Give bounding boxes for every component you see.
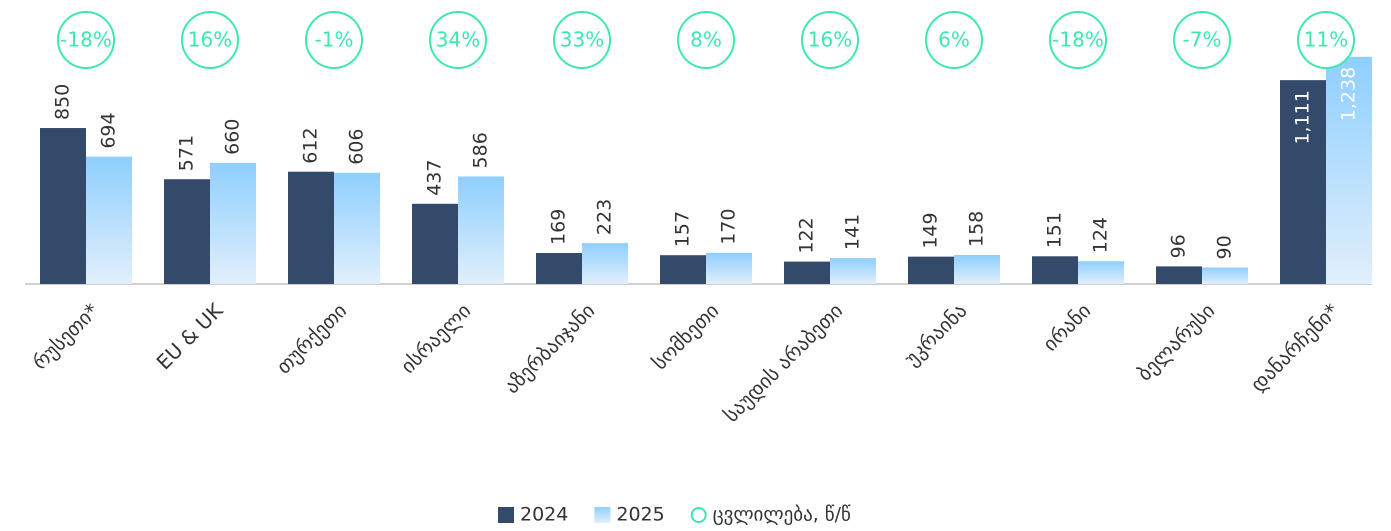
value-label: 850 <box>52 84 74 120</box>
value-label: 437 <box>424 160 446 196</box>
x-tick-label: აზერბაიჯანი <box>500 298 600 398</box>
legend-swatch <box>594 507 611 523</box>
change-circle <box>181 11 239 69</box>
bar <box>164 179 210 284</box>
change-label: 33% <box>560 28 604 52</box>
value-label: 170 <box>718 209 740 245</box>
bar <box>536 252 582 284</box>
bar <box>288 171 334 284</box>
change-label: 11% <box>1304 28 1348 52</box>
bar <box>1326 56 1372 285</box>
bar <box>210 162 256 284</box>
value-label: 606 <box>346 129 368 165</box>
change-circle <box>553 11 611 69</box>
change-label: -1% <box>315 28 354 52</box>
change-circle <box>925 11 983 69</box>
change-circle <box>305 11 363 69</box>
value-label: 90 <box>1214 235 1236 259</box>
bar <box>830 258 876 284</box>
value-label: 694 <box>98 112 120 148</box>
bar <box>1202 267 1248 284</box>
x-tick-label: დანარჩენი* <box>1246 298 1344 396</box>
change-circle <box>429 11 487 69</box>
x-tick-label: უკრაინა <box>900 298 972 370</box>
value-label: 124 <box>1090 217 1112 253</box>
value-label: 571 <box>176 135 198 171</box>
value-label: 122 <box>796 217 818 253</box>
value-label: 151 <box>1044 212 1066 248</box>
x-tick-label: თურქეთი <box>271 298 351 378</box>
change-label: 8% <box>690 28 722 52</box>
bar <box>582 243 628 284</box>
change-label: 16% <box>188 28 232 52</box>
legend-label: 2025 <box>616 504 664 526</box>
change-label: -18% <box>1052 28 1104 52</box>
legend-swatch <box>498 507 514 523</box>
bar <box>1156 266 1202 284</box>
bar <box>660 255 706 284</box>
bar <box>1078 261 1124 284</box>
change-circle <box>1173 11 1231 69</box>
bar <box>334 172 380 284</box>
x-tick-label: ბელარუსი <box>1132 298 1219 385</box>
value-label: 96 <box>1168 234 1190 258</box>
value-label: 157 <box>672 211 694 247</box>
change-label: 6% <box>938 28 970 52</box>
value-label: 141 <box>842 214 864 250</box>
change-circle <box>677 11 735 69</box>
change-label: -7% <box>1183 28 1222 52</box>
legend-swatch <box>690 507 707 523</box>
change-circle <box>801 11 859 69</box>
value-label: 612 <box>300 127 322 163</box>
change-label: 16% <box>808 28 852 52</box>
value-label: 169 <box>548 209 570 245</box>
bar <box>784 261 830 284</box>
x-tick-label: რუსეთი* <box>28 298 104 374</box>
change-label: -18% <box>60 28 112 52</box>
value-label: 1,238 <box>1338 67 1360 121</box>
legend-label: 2024 <box>520 504 568 526</box>
value-label: 223 <box>594 199 616 235</box>
bar <box>1032 256 1078 284</box>
x-tick-label: ისრაელი <box>396 298 476 378</box>
change-circle <box>57 11 115 69</box>
bar <box>40 128 86 284</box>
change-label: 34% <box>436 28 480 52</box>
bar <box>458 176 504 284</box>
change-circle <box>1297 11 1355 69</box>
x-tick-label: სომხეთი <box>647 298 723 374</box>
x-tick-label: საუდის არაბეთი <box>719 298 847 426</box>
bar <box>706 252 752 284</box>
bar <box>1280 80 1326 284</box>
legend-label: ცვლილება, წ/წ <box>713 504 851 526</box>
value-label: 158 <box>966 211 988 247</box>
x-tick-label: ირანი <box>1038 298 1095 355</box>
bar <box>954 255 1000 284</box>
value-label: 586 <box>470 132 492 168</box>
value-label: 149 <box>920 212 942 248</box>
bar <box>86 156 132 284</box>
value-label: 1,111 <box>1292 90 1314 144</box>
x-tick-label: EU & UK <box>152 298 229 375</box>
bar <box>908 256 954 284</box>
bar <box>412 203 458 284</box>
value-label: 660 <box>222 119 244 155</box>
change-circle <box>1049 11 1107 69</box>
